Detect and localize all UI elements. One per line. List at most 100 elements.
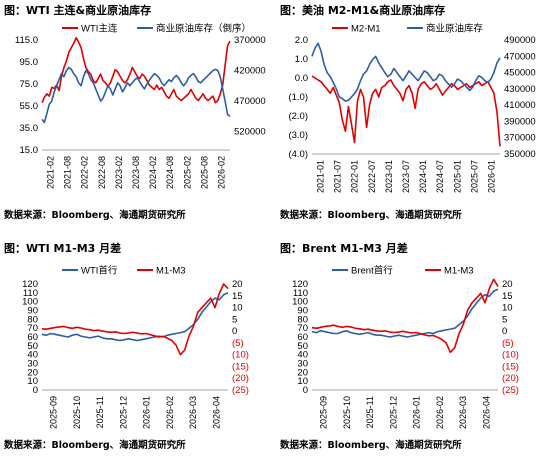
legend-label: M1-M3 <box>444 266 474 277</box>
right-tick-label: (15) <box>502 361 519 372</box>
series-line-right <box>41 66 231 124</box>
right-tick-label: 350000 <box>504 149 536 160</box>
left-tick-label: 55.0 <box>20 101 39 112</box>
x-tick-label: 2025-12 <box>388 396 398 429</box>
right-tick-label: 490000 <box>504 35 536 46</box>
right-tick-label: 370000 <box>234 35 266 46</box>
x-tick-label: 2025-07 <box>469 160 479 193</box>
right-tick-label: 5 <box>232 314 237 325</box>
left-tick-label: 60 <box>297 332 308 343</box>
right-tick-label: 15 <box>502 291 513 302</box>
panel-source: 数据来源：Bloomberg、海通期货研究所 <box>4 210 186 221</box>
left-tick-label: 70 <box>297 323 308 334</box>
right-tick-label: 20 <box>232 279 243 290</box>
x-tick-label: 2021-02 <box>46 156 56 189</box>
left-tick-label: 1.0 <box>295 54 308 65</box>
chart-wti-inventory: 15.0 35.0 55.0 75.0 95.0 115.0 370000 420000 470… <box>2 20 270 209</box>
legend-label: 商业原油库存（倒序） <box>156 23 251 35</box>
left-tick-label: 15.0 <box>20 145 39 156</box>
x-tick-label: 2026-03 <box>188 396 198 429</box>
x-tick-label: 2021-08 <box>63 156 73 189</box>
right-tick-label: 520000 <box>234 127 266 138</box>
x-tick-label: 2025-01 <box>452 160 462 193</box>
right-tick-label: 5 <box>502 314 507 325</box>
legend-label: WTI首行 <box>81 265 118 277</box>
right-tick-label: 15 <box>232 291 243 302</box>
x-tick-label: 2026-04 <box>211 396 221 429</box>
x-tick-label: 2021-01 <box>316 160 326 193</box>
right-tick-label: 470000 <box>234 96 266 107</box>
x-tick-label: 2024-07 <box>435 160 445 193</box>
legend-label: WTI主连 <box>81 23 118 35</box>
panel-title: 图：WTI M1-M3 月差 <box>4 242 122 255</box>
left-tick-label: 50 <box>27 341 38 352</box>
left-tick-label: 120 <box>292 279 308 290</box>
panel-title: 图：美油 M2-M1&商业原油库存 <box>280 4 446 17</box>
series-line-left <box>311 288 499 338</box>
left-tick-label: 20 <box>297 367 308 378</box>
left-tick-label: (3.0) <box>288 130 308 141</box>
series-line-left <box>41 36 231 104</box>
right-tick-label: (15) <box>232 361 249 372</box>
x-tick-label: 2022-08 <box>97 156 107 189</box>
x-tick-label: 2026-03 <box>458 396 468 429</box>
series-line-left <box>311 75 501 147</box>
left-tick-label: (2.0) <box>288 111 308 122</box>
chart-wti-m1m3: 0 10 20 30 40 50 60 70 80 90 100 110 120 (25) (20) (15)… <box>2 258 270 440</box>
panel-source: 数据来源：Bloomberg、海通期货研究所 <box>4 440 186 451</box>
left-tick-label: 30 <box>27 359 38 370</box>
right-tick-label: (25) <box>232 385 249 396</box>
left-tick-label: 70 <box>27 323 38 334</box>
right-tick-label: 10 <box>502 303 513 314</box>
right-tick-label: (5) <box>232 338 244 349</box>
right-tick-label: 0 <box>502 326 507 337</box>
x-tick-label: 2022-07 <box>367 160 377 193</box>
x-tick-label: 2026-02 <box>165 396 175 429</box>
x-tick-label: 2025-10 <box>72 396 82 429</box>
right-tick-label: (10) <box>502 350 519 361</box>
left-tick-label: 110 <box>23 288 38 299</box>
left-tick-label: 100 <box>22 297 38 308</box>
x-tick-label: 2022-01 <box>350 160 360 193</box>
left-tick-label: 75.0 <box>20 79 39 90</box>
x-tick-label: 2025-08 <box>199 156 209 189</box>
chart-svg: 0102030405060708090100110120(25)(20)(15)… <box>22 265 249 430</box>
right-tick-label: 470000 <box>504 51 536 62</box>
x-tick-label: 2025-02 <box>182 156 192 189</box>
x-tick-label: 2023-08 <box>131 156 141 189</box>
legend-label: Brent首行 <box>351 265 393 277</box>
left-tick-label: 95.0 <box>20 57 39 68</box>
series-line-right <box>311 278 499 354</box>
left-tick-label: (4.0) <box>288 149 308 160</box>
right-tick-label: (10) <box>232 350 249 361</box>
left-tick-label: 100 <box>292 297 308 308</box>
left-tick-label: 40 <box>297 350 308 361</box>
x-tick-label: 2026-02 <box>216 156 226 189</box>
right-tick-label: 0 <box>232 326 237 337</box>
right-tick-label: 430000 <box>504 84 536 95</box>
chart-m2m1-inventory: (4.0) (3.0) (2.0) (1.0) 0.0 1.0 2.0 350000 37000… <box>278 20 546 209</box>
x-tick-label: 2022-02 <box>80 156 90 189</box>
left-tick-label: 35.0 <box>20 123 39 134</box>
series-line-right <box>311 42 501 102</box>
left-tick-label: 60 <box>27 332 38 343</box>
x-tick-label: 2023-07 <box>401 160 411 193</box>
panel-wti-inventory: 图：WTI 主连&商业原油库存 15.0 35.0 55.0 75.0 95.0 115.… <box>2 2 272 222</box>
right-tick-label: (25) <box>502 385 519 396</box>
left-tick-label: 90 <box>297 306 308 317</box>
x-tick-label: 2023-01 <box>384 160 394 193</box>
legend-label: M1-M3 <box>156 266 186 277</box>
x-tick-label: 2025-11 <box>95 396 105 428</box>
x-tick-label: 2026-01 <box>412 396 422 429</box>
left-tick-label: 30 <box>297 359 308 370</box>
left-tick-label: 80 <box>27 314 38 325</box>
right-tick-label: (5) <box>502 338 514 349</box>
right-tick-label: 370000 <box>504 133 536 144</box>
chart-brent-m1m3: 0 10 20 30 40 50 60 70 80 90 100 110 120 (25) (20) (15)… <box>278 258 546 440</box>
left-tick-label: 0 <box>303 385 308 396</box>
chart-svg: (4.0) (3.0) (2.0) (1.0) 0.0 1.0 2.0 350000 37000… <box>288 23 536 194</box>
x-tick-label: 2026-04 <box>481 396 491 429</box>
panel-brent-m1m3: 图：Brent M1-M3 月差 0 10 20 30 40 50 60 70 80 90 100 1… <box>278 236 548 456</box>
left-tick-label: 40 <box>27 350 38 361</box>
panel-source: 数据来源：Bloomberg、海通期货研究所 <box>280 210 462 221</box>
